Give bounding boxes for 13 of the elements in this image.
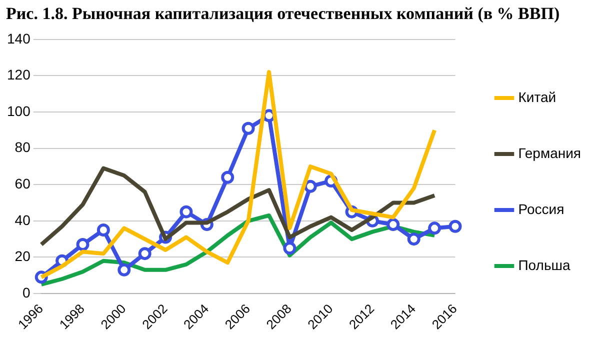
y-tick-label: 120 [7,66,31,83]
y-tick-label: 80 [14,139,31,156]
y-tick-label: 0 [22,284,31,300]
legend-label: Польша [518,256,570,273]
y-tick-label: 40 [14,212,31,228]
legend-label: Германия [518,144,582,161]
y-tick-label: 140 [7,30,31,46]
y-tick-label: 100 [7,102,31,119]
legend-label: Китай [518,88,556,105]
y-tick-label: 20 [14,248,31,264]
chart-title: Рис. 1.8. Рыночная капитализация отечественных компаний (в % ВВП) [5,3,561,25]
y-tick-label: 60 [14,175,31,192]
legend-label: Россия [518,200,564,217]
